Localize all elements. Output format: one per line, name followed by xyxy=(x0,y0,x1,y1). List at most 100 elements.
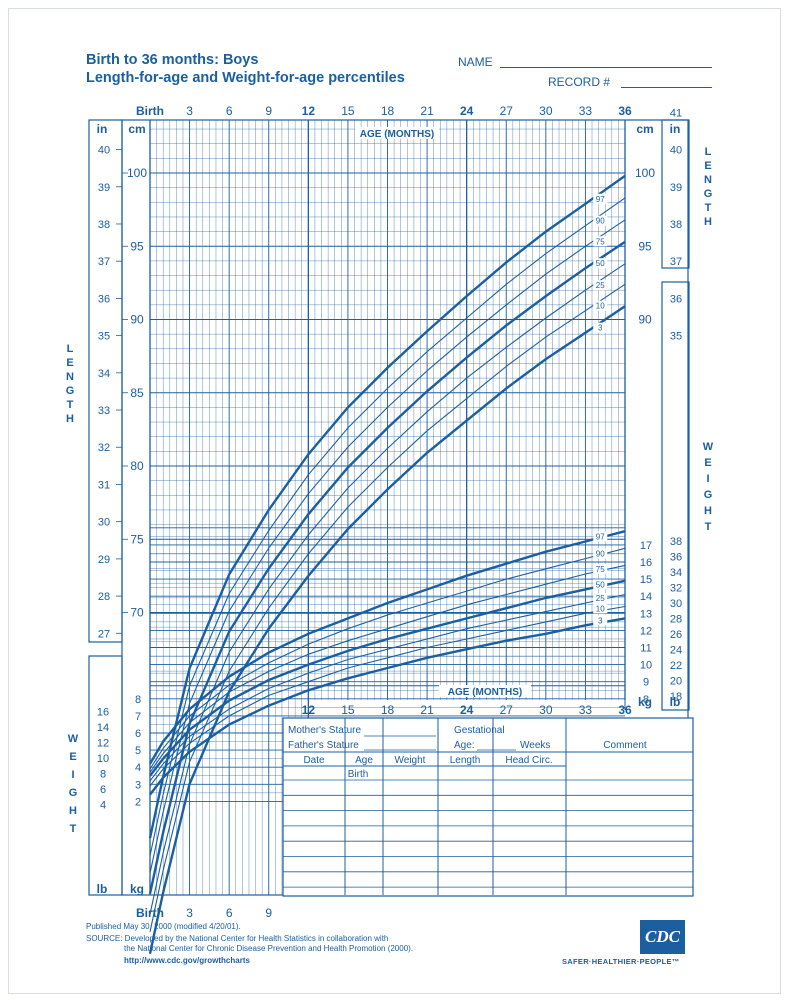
x-tick-top: 12 xyxy=(302,104,316,118)
name-label: NAME xyxy=(458,55,493,69)
x-tick-mid: 24 xyxy=(460,703,474,717)
weight-p3-curve xyxy=(149,617,626,796)
y-tick-in-right: 38 xyxy=(670,219,682,231)
y-tick-in-right: 36 xyxy=(670,293,682,305)
y-tick-lb-right: 30 xyxy=(670,598,682,610)
weight-p75-curve xyxy=(149,564,626,773)
y-tick-kg: 3 xyxy=(135,779,141,791)
length-p90-curve xyxy=(149,197,626,856)
age-weeks-label: Age: xyxy=(454,740,475,751)
side-label-length-left: T xyxy=(67,399,74,411)
length-p90-label: 90 xyxy=(596,217,605,226)
side-label-length-left: H xyxy=(66,413,74,425)
y-tick-lb-right: 26 xyxy=(670,629,682,641)
x-tick-mid: 27 xyxy=(500,703,514,717)
y-tick-lb-right: 38 xyxy=(670,536,682,548)
left-inch-scale xyxy=(88,119,123,643)
percentile-label-bg xyxy=(593,280,608,291)
side-label-weight-right: G xyxy=(704,489,713,501)
y-tick-in-right: 39 xyxy=(670,182,682,194)
weight-p97-curve xyxy=(148,530,626,765)
percentile-label-bg xyxy=(593,215,608,226)
side-label-length-left: N xyxy=(66,371,74,383)
side-label-weight-right: W xyxy=(703,441,714,453)
side-label-weight-left: H xyxy=(69,805,77,817)
x-tick-bottom: 9 xyxy=(265,906,272,920)
y-tick-cm-right: 90 xyxy=(638,313,652,327)
growthcharts-url[interactable]: http://www.cdc.gov/growthcharts xyxy=(124,956,250,965)
y-tick-kg-right: 12 xyxy=(640,625,652,637)
cdc-tagline: SAFER·HEALTHIER·PEOPLE™ xyxy=(562,957,680,966)
percentile-label-bg xyxy=(593,531,608,542)
y-tick-kg-right: 15 xyxy=(640,574,652,586)
y-tick-cm: 80 xyxy=(130,459,144,473)
y-tick-lb: 8 xyxy=(100,769,106,781)
name-field[interactable] xyxy=(500,58,712,68)
weight-p25-curve xyxy=(149,593,626,782)
x-tick-top: Birth xyxy=(136,104,164,118)
weight-p25-label: 25 xyxy=(596,594,605,603)
percentile-label-bg xyxy=(593,593,608,604)
chart-title-line2: Length-for-age and Weight-for-age percen… xyxy=(86,70,405,86)
y-tick-kg-right: 11 xyxy=(640,643,651,655)
source-line1: SOURCE: Developed by the National Center… xyxy=(86,934,389,943)
y-tick-in: 33 xyxy=(98,405,110,417)
table-column-header: Length xyxy=(450,755,481,766)
y-tick-kg-right: 8 xyxy=(643,694,649,706)
weeks-label: Weeks xyxy=(520,740,550,751)
y-tick-lb-right: 20 xyxy=(670,675,682,687)
y-tick-cm: 85 xyxy=(130,386,144,400)
y-tick-kg: 2 xyxy=(135,796,141,808)
y-tick-kg: 5 xyxy=(135,745,141,757)
length-p97-curve xyxy=(148,174,626,839)
page-border xyxy=(8,8,781,994)
x-tick-top: 18 xyxy=(381,104,395,118)
unit-lb-right: lb xyxy=(670,695,681,709)
y-tick-lb: 16 xyxy=(97,706,109,718)
y-tick-lb-right: 28 xyxy=(670,613,682,625)
y-tick-kg: 8 xyxy=(135,694,141,706)
table-column-header: Weight xyxy=(395,755,426,766)
x-tick-mid: 36 xyxy=(618,703,632,717)
x-tick-top: 24 xyxy=(460,104,474,118)
length-p25-label: 25 xyxy=(596,281,605,290)
percentile-label-bg xyxy=(593,322,608,333)
y-tick-lb-right: 34 xyxy=(670,567,682,579)
weight-p3-label: 3 xyxy=(598,616,603,625)
side-label-weight-left: T xyxy=(70,823,77,835)
x-tick-mid: 18 xyxy=(381,703,395,717)
y-tick-lb: 10 xyxy=(97,753,109,765)
caption-bg xyxy=(355,127,439,139)
y-tick-lb-right: 18 xyxy=(670,691,682,703)
side-label-length-right: N xyxy=(704,174,712,186)
y-tick-kg-right: 13 xyxy=(640,608,652,620)
percentile-label-bg xyxy=(593,615,608,626)
y-tick-cm: 95 xyxy=(130,239,144,253)
right-inch-scale xyxy=(661,119,690,269)
record-label: RECORD # xyxy=(548,75,611,89)
percentile-label-bg xyxy=(593,603,608,614)
mothers-stature-label: Mother's Stature xyxy=(288,725,361,736)
x-tick-mid: 30 xyxy=(539,703,553,717)
y-tick-in: 37 xyxy=(98,256,110,268)
weight-p75-label: 75 xyxy=(596,565,605,574)
length-p50-curve xyxy=(148,240,626,895)
y-tick-in: 38 xyxy=(98,219,110,231)
age-birth-cell: Birth xyxy=(348,769,369,780)
side-label-length-right: T xyxy=(705,202,712,214)
length-p3-label: 3 xyxy=(598,324,603,333)
x-tick-top: 3 xyxy=(186,104,193,118)
percentile-label-bg xyxy=(593,579,608,590)
y-tick-in: 29 xyxy=(98,554,110,566)
weight-p90-label: 90 xyxy=(596,550,605,559)
y-tick-in: 40 xyxy=(98,145,110,157)
left-lb-scale xyxy=(88,655,123,896)
y-tick-lb: 4 xyxy=(100,800,106,812)
unit-kg-left: kg xyxy=(130,882,144,896)
unit-cm-right: cm xyxy=(636,122,653,136)
record-field[interactable] xyxy=(621,78,712,88)
table-column-header: Date xyxy=(303,755,325,766)
x-tick-mid: 15 xyxy=(341,703,355,717)
x-tick-mid: 33 xyxy=(579,703,593,717)
caption-bg xyxy=(439,685,531,697)
